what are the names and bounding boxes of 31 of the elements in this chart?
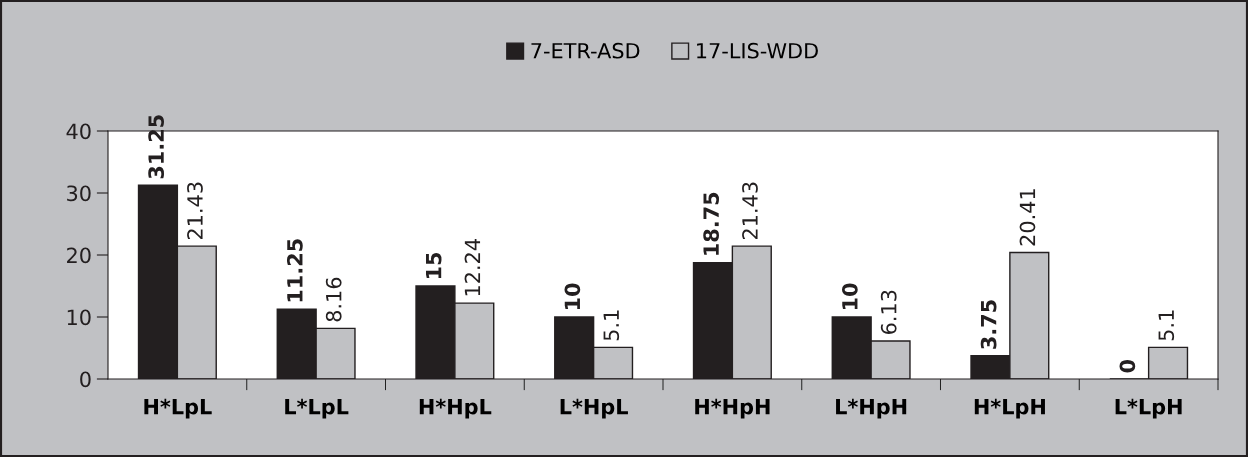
x-tick-label: L*LpL (285, 398, 349, 419)
data-label: 3.75 (980, 300, 997, 349)
x-tick-label: H*LpH (974, 398, 1045, 419)
data-label: 5.1 (603, 310, 620, 341)
data-label: 8.16 (325, 277, 342, 322)
data-label: 10 (564, 283, 581, 310)
legend-label: 7-ETR-ASD (531, 42, 640, 59)
data-label: 21.43 (742, 182, 758, 240)
y-tick-label: 10 (67, 309, 91, 326)
x-tick-label: L*HpH (836, 398, 907, 419)
x-tick-label: H*LpL (144, 398, 212, 419)
data-label: 11.25 (286, 239, 303, 302)
legend-label: 17-LIS-WDD (697, 42, 818, 59)
data-label: 10 (841, 283, 858, 310)
data-label: 6.13 (880, 290, 897, 334)
data-label: 12.24 (464, 239, 481, 296)
x-tick-label: H*HpL (419, 398, 492, 419)
x-tick-label: H*HpH (695, 398, 770, 419)
y-tick-label: 20 (67, 247, 91, 264)
data-label: 21.43 (187, 182, 203, 240)
data-label: 31.25 (148, 115, 164, 179)
data-label: 20.41 (1019, 189, 1036, 246)
data-label: 18.75 (703, 192, 719, 255)
y-tick-label: 40 (66, 123, 91, 140)
data-label: 0 (1119, 359, 1136, 373)
y-tick-label: 30 (67, 185, 91, 202)
y-tick-label: 0 (80, 371, 91, 388)
data-label: 15 (426, 252, 442, 279)
x-tick-label: L*HpL (560, 398, 628, 419)
data-label: 5.1 (1158, 310, 1175, 341)
x-tick-label: L*LpH (1115, 398, 1182, 419)
